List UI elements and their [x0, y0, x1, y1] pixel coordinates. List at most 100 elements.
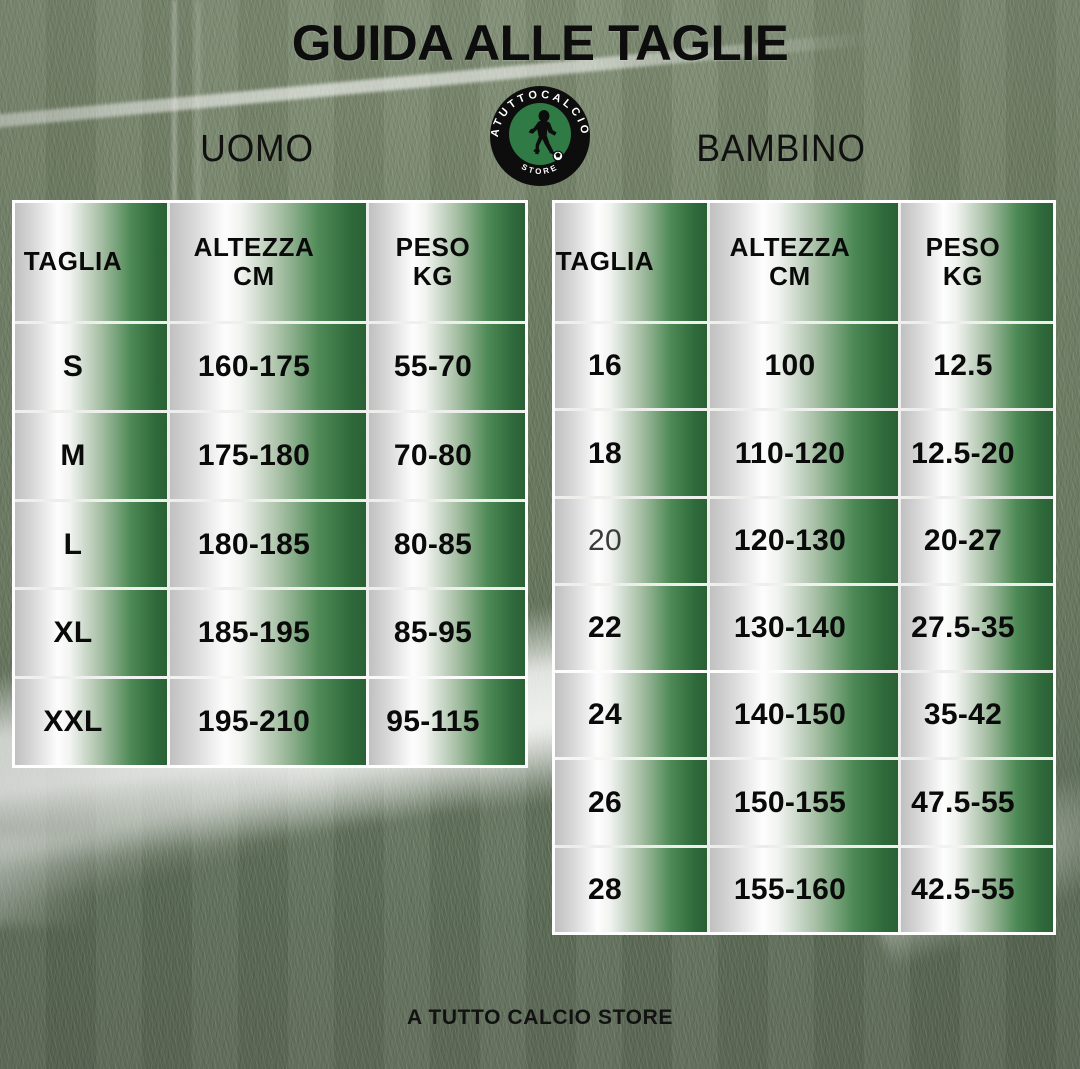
cell-peso: 80-85 — [369, 501, 525, 588]
value-altezza: 120-130 — [733, 523, 847, 557]
cell-taglia: S — [15, 324, 167, 410]
value-altezza: 175-180 — [197, 438, 311, 472]
value-altezza: 150-155 — [733, 785, 847, 819]
cell-altezza: 180-185 — [170, 501, 366, 588]
table-row: L 180-185 80-85 — [15, 501, 525, 588]
pitch-line-vertical-1 — [172, 0, 177, 230]
table-row: XXL 195-210 95-115 — [15, 679, 525, 765]
cell-altezza: 140-150 — [710, 673, 898, 758]
cell-taglia: XL — [15, 590, 167, 677]
value-peso: 42.5-55 — [911, 873, 1015, 907]
table-row: XL 185-195 85-95 — [15, 590, 525, 677]
column-header-peso-label: PESO — [925, 231, 1001, 262]
table-row: 24 140-150 35-42 — [555, 673, 1053, 758]
cell-altezza: 195-210 — [170, 679, 366, 765]
section-label-uomo: UOMO — [200, 128, 314, 170]
cell-taglia: 24 — [555, 673, 707, 758]
value-altezza: 155-160 — [733, 873, 847, 907]
value-taglia: 16 — [588, 349, 622, 383]
cell-altezza: 100 — [710, 324, 898, 409]
size-table-uomo: TAGLIA ALTEZZA CM PESO KG S 160-175 55-70 … — [12, 200, 528, 768]
page-title: GUIDA ALLE TAGLIE — [291, 15, 789, 71]
section-label-bambino: BAMBINO — [696, 128, 866, 170]
cell-peso: 12.5 — [901, 324, 1053, 409]
value-taglia: XXL — [43, 705, 103, 739]
table-row: 16 100 12.5 — [555, 324, 1053, 409]
table-header-row: TAGLIA ALTEZZA CM PESO KG — [15, 203, 525, 321]
value-taglia: 22 — [588, 611, 622, 645]
column-header-taglia-label: TAGLIA — [555, 246, 655, 277]
cell-taglia: L — [15, 501, 167, 588]
value-taglia: 28 — [588, 873, 622, 907]
value-peso: 95-115 — [386, 705, 480, 739]
column-header-peso-unit: KG — [412, 261, 454, 291]
cell-taglia: XXL — [15, 679, 167, 765]
value-taglia: 26 — [588, 785, 622, 819]
value-peso: 70-80 — [393, 438, 473, 472]
value-altezza: 110-120 — [734, 436, 846, 470]
table-row: 22 130-140 27.5-35 — [555, 585, 1053, 671]
value-taglia: XL — [53, 616, 93, 650]
table-header-row: TAGLIA ALTEZZA CM PESO KG — [555, 203, 1053, 321]
value-altezza: 100 — [764, 349, 816, 383]
value-altezza: 140-150 — [733, 698, 847, 732]
cell-altezza: 160-175 — [170, 324, 366, 410]
cell-taglia: 18 — [555, 411, 707, 496]
table-row: 28 155-160 42.5-55 — [555, 847, 1053, 932]
value-peso: 47.5-55 — [911, 785, 1015, 819]
value-peso: 12.5-20 — [911, 436, 1015, 470]
cell-peso: 70-80 — [369, 412, 525, 499]
cell-taglia: 16 — [555, 324, 707, 409]
value-altezza: 195-210 — [197, 705, 311, 739]
value-peso: 80-85 — [393, 527, 473, 561]
cell-peso: 85-95 — [369, 590, 525, 677]
column-header-altezza-label: ALTEZZA — [193, 231, 315, 262]
cell-altezza: 155-160 — [710, 847, 898, 932]
cell-peso: 35-42 — [901, 673, 1053, 758]
table-row: 20 120-130 20-27 — [555, 498, 1053, 583]
cell-altezza: 150-155 — [710, 760, 898, 845]
brand-logo: ATUTTOCALCIO STORE — [476, 80, 604, 192]
value-taglia: 20 — [588, 523, 622, 557]
value-taglia: 24 — [588, 698, 622, 732]
value-peso: 55-70 — [393, 350, 473, 384]
cell-taglia: 26 — [555, 760, 707, 845]
column-header-altezza: ALTEZZA CM — [170, 203, 366, 321]
cell-altezza: 110-120 — [710, 411, 898, 496]
cell-altezza: 120-130 — [710, 498, 898, 583]
footer-brand: A TUTTO CALCIO STORE — [407, 1006, 673, 1029]
cell-altezza: 130-140 — [710, 585, 898, 671]
pitch-line-vertical-2 — [196, 0, 200, 215]
value-altezza: 185-195 — [197, 616, 311, 650]
cell-taglia: M — [15, 412, 167, 499]
cell-taglia: 22 — [555, 585, 707, 671]
column-header-taglia: TAGLIA — [15, 203, 167, 321]
cell-peso: 42.5-55 — [901, 847, 1053, 932]
value-taglia: S — [62, 350, 84, 384]
cell-peso: 20-27 — [901, 498, 1053, 583]
cell-taglia: 28 — [555, 847, 707, 932]
column-header-peso-label: PESO — [395, 231, 471, 262]
column-header-altezza-label: ALTEZZA — [729, 231, 851, 262]
cell-taglia: 20 — [555, 498, 707, 583]
size-table-bambino: TAGLIA ALTEZZA CM PESO KG 16 100 12.5 18 1… — [552, 200, 1056, 935]
value-peso: 85-95 — [393, 616, 473, 650]
value-altezza: 180-185 — [197, 527, 311, 561]
column-header-taglia-label: TAGLIA — [23, 246, 123, 277]
soccer-player-silhouette — [528, 110, 557, 155]
pitch-line-arc-left — [0, 835, 170, 925]
column-header-altezza: ALTEZZA CM — [710, 203, 898, 321]
value-taglia: 18 — [588, 436, 622, 470]
table-row: M 175-180 70-80 — [15, 412, 525, 499]
cell-peso: 27.5-35 — [901, 585, 1053, 671]
cell-peso: 95-115 — [369, 679, 525, 765]
value-taglia: L — [63, 527, 83, 561]
cell-altezza: 175-180 — [170, 412, 366, 499]
cell-altezza: 185-195 — [170, 590, 366, 677]
column-header-peso: PESO KG — [901, 203, 1053, 321]
column-header-altezza-unit: CM — [233, 261, 275, 291]
column-header-peso-unit: KG — [942, 261, 984, 291]
value-taglia: M — [60, 438, 86, 472]
cell-peso: 12.5-20 — [901, 411, 1053, 496]
